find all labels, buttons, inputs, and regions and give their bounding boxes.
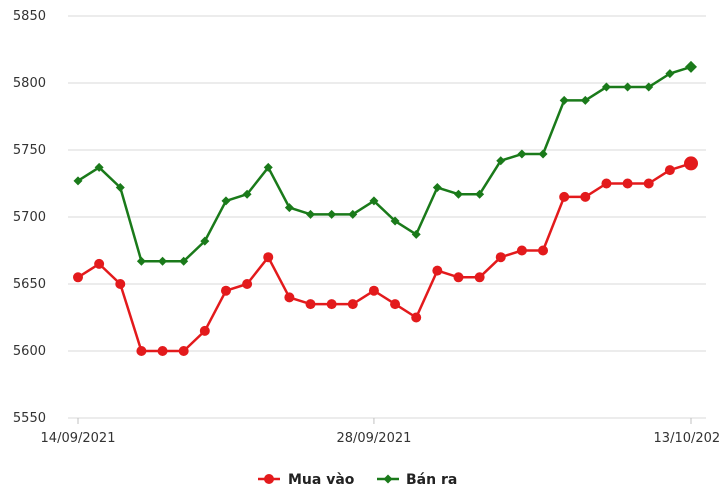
data-point [327, 209, 337, 219]
data-point [495, 252, 506, 263]
series-ban-ra [73, 60, 697, 266]
data-point [411, 229, 421, 239]
data-point [369, 196, 379, 206]
data-point [221, 196, 231, 206]
y-tick-label: 5700 [13, 210, 46, 225]
data-point [643, 178, 654, 189]
data-point [263, 162, 273, 172]
series-line [77, 162, 692, 353]
data-point [453, 272, 464, 283]
data-point [665, 69, 675, 79]
data-point [115, 279, 126, 289]
data-point [136, 256, 146, 266]
data-point [94, 258, 105, 269]
data-point [601, 82, 611, 92]
legend-label: Mua vào [288, 472, 355, 488]
legend-label: Bán ra [406, 472, 457, 488]
grid-lines [68, 15, 706, 419]
data-point [475, 189, 485, 199]
y-tick-label: 5850 [13, 9, 46, 24]
series-group [73, 60, 698, 356]
data-point [94, 162, 104, 172]
y-axis: 5550 5600 5650 5700 5750 5800 5850 [13, 9, 46, 426]
data-point [496, 156, 506, 166]
data-point [179, 256, 189, 266]
data-point [601, 178, 612, 189]
data-point [200, 236, 210, 246]
data-point [178, 346, 189, 356]
legend: Mua vào Bán ra [258, 472, 457, 488]
y-tick-label: 5650 [13, 277, 46, 292]
data-point [684, 156, 698, 171]
data-point [158, 256, 168, 266]
series-line [77, 65, 692, 263]
data-point [580, 95, 590, 105]
data-point [453, 189, 463, 199]
data-point [242, 279, 253, 289]
data-point [157, 346, 168, 356]
data-point [242, 189, 252, 199]
legend-item: Mua vào [258, 472, 355, 488]
series-mua-vao [73, 156, 698, 356]
y-tick-label: 5600 [13, 344, 46, 359]
data-point [73, 272, 83, 283]
data-point [623, 82, 633, 92]
data-point [517, 149, 527, 159]
data-point [580, 191, 591, 202]
data-point [305, 299, 316, 310]
data-point [644, 82, 654, 92]
data-point [516, 245, 527, 256]
data-point [136, 346, 147, 356]
y-tick-label: 5750 [13, 143, 46, 158]
data-point [326, 299, 337, 310]
data-point [538, 149, 548, 159]
data-point [390, 216, 400, 226]
data-point [73, 176, 83, 186]
data-point [220, 285, 231, 296]
legend-item: Bán ra [377, 472, 457, 488]
data-point [263, 252, 274, 263]
data-point [368, 285, 379, 296]
data-point [411, 312, 422, 323]
data-point [685, 60, 697, 73]
data-point [559, 95, 569, 105]
data-point [115, 183, 125, 193]
data-point [284, 292, 295, 303]
data-point [199, 325, 210, 336]
data-point [622, 178, 633, 189]
data-point [559, 191, 570, 202]
data-point [347, 299, 358, 310]
legend-marker [264, 474, 274, 484]
data-point [432, 265, 443, 276]
data-point [390, 299, 401, 310]
legend-marker [383, 474, 393, 484]
x-tick-label: 14/09/2021 [41, 431, 116, 446]
data-point [538, 245, 549, 256]
x-tick-label: 28/09/2021 [336, 431, 411, 446]
data-point [664, 165, 675, 176]
data-point [474, 272, 485, 283]
x-axis: 14/09/2021 28/09/2021 13/10/2021 [41, 418, 720, 446]
y-tick-label: 5800 [13, 76, 46, 91]
data-point [432, 183, 442, 193]
data-point [348, 209, 358, 219]
data-point [306, 209, 316, 219]
data-point [284, 203, 294, 213]
y-tick-label: 5550 [13, 411, 46, 426]
x-tick-label: 13/10/2021 [654, 431, 720, 446]
